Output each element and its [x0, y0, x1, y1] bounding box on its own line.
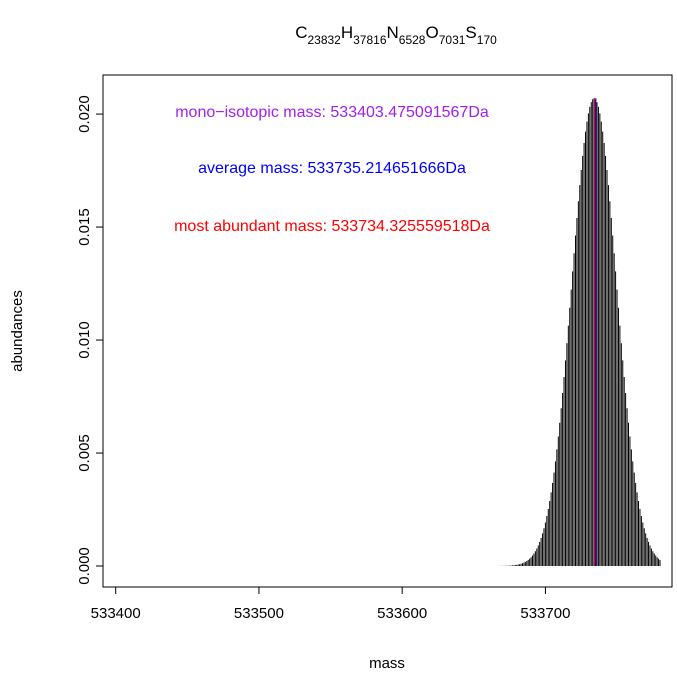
- formula-count: 6528: [399, 33, 426, 47]
- formula-element: N: [387, 23, 399, 42]
- x-axis-title: mass: [369, 655, 405, 672]
- formula-count: 23832: [307, 33, 341, 47]
- y-axis: 0.000 0.005 0.010 0.015 0.020: [76, 95, 104, 585]
- mono-isotopic-mass-label: mono−isotopic mass: 533403.475091567Da: [175, 104, 489, 121]
- formula-count: 170: [477, 33, 497, 47]
- y-tick-label: 0.015: [76, 208, 93, 246]
- x-tick-label: 533500: [234, 605, 284, 622]
- formula-count: 7031: [439, 33, 466, 47]
- y-axis-title: abundances: [9, 290, 26, 372]
- formula-element: S: [465, 23, 476, 42]
- x-tick-label: 533600: [377, 605, 427, 622]
- formula-element: O: [425, 23, 438, 42]
- average-mass-label: average mass: 533735.214651666Da: [198, 160, 466, 177]
- y-tick-label: 0.000: [76, 547, 93, 585]
- x-axis: 533400 533500 533600 533700: [91, 586, 570, 622]
- formula-element: H: [341, 23, 353, 42]
- chart-title: C23832H37816N6528O7031S170: [295, 23, 497, 47]
- x-tick-label: 533400: [91, 605, 141, 622]
- most-abundant-mass-label: most abundant mass: 533734.325559518Da: [174, 218, 490, 235]
- reference-lines: [594, 98, 597, 566]
- formula-count: 37816: [353, 33, 387, 47]
- y-tick-label: 0.010: [76, 321, 93, 359]
- formula-element: C: [295, 23, 307, 42]
- x-tick-label: 533700: [520, 605, 570, 622]
- y-tick-label: 0.020: [76, 95, 93, 133]
- y-tick-label: 0.005: [76, 434, 93, 472]
